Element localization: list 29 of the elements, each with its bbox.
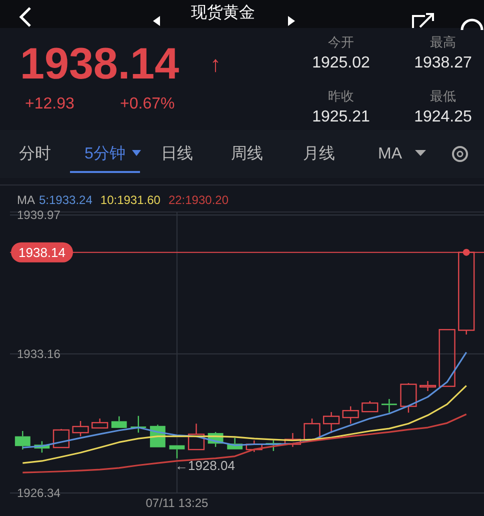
text: ↑ — [210, 52, 221, 76]
text: 周线 — [231, 144, 263, 162]
text: 1938.27 — [414, 54, 472, 72]
x-tick-label: 07/11 13:25 — [146, 496, 209, 510]
text: 10:1931.60 — [100, 193, 161, 207]
text: 分时 — [19, 144, 51, 162]
text: +0.67% — [120, 96, 175, 112]
text: 最低 — [430, 88, 456, 104]
y-tick-label: 1926.34 — [17, 486, 61, 500]
text: 昨收 — [328, 88, 354, 104]
text: 22:1930.20 — [168, 193, 229, 207]
text: +12.93 — [25, 96, 74, 112]
text: 日线 — [161, 144, 193, 162]
chart-title: 现货黄金 — [191, 4, 255, 22]
text: 1925.02 — [312, 54, 370, 72]
y-tick-label: 1933.16 — [17, 346, 61, 361]
annotation: ←1928.04 — [174, 458, 235, 473]
ref-line-label: 1938.14 — [18, 244, 66, 260]
text: 5:1933.24 — [39, 193, 93, 207]
text: 5分钟 — [84, 146, 126, 162]
text: 今开 — [328, 34, 354, 50]
legend-title: MA — [17, 193, 35, 207]
text: 月线 — [303, 144, 335, 162]
text: MA — [378, 146, 402, 162]
text: 1924.25 — [414, 108, 472, 126]
y-tick-label: 1939.97 — [17, 208, 61, 222]
text: 最高 — [430, 34, 456, 50]
text: 1925.21 — [312, 108, 370, 126]
text: 1938.14 — [20, 40, 180, 88]
